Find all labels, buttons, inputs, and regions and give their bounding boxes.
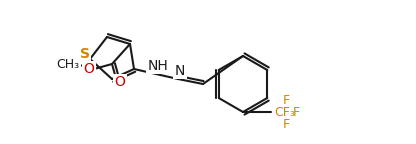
Text: S: S (80, 47, 90, 61)
Text: F: F (282, 93, 290, 107)
Text: CH₃: CH₃ (57, 57, 79, 71)
Text: CF₃: CF₃ (275, 106, 295, 119)
Text: F: F (292, 106, 300, 119)
Text: N: N (175, 64, 185, 78)
Text: F: F (282, 118, 290, 130)
Text: O: O (114, 75, 126, 89)
Text: O: O (84, 62, 94, 76)
Text: NH: NH (148, 59, 168, 73)
